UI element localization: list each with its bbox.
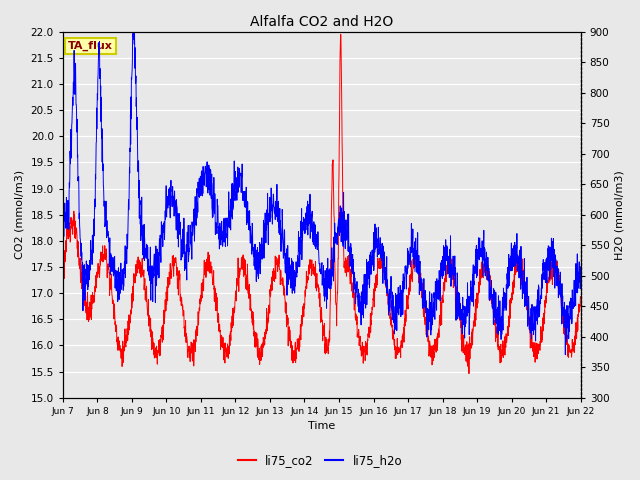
Text: TA_flux: TA_flux xyxy=(68,41,113,51)
Y-axis label: CO2 (mmol/m3): CO2 (mmol/m3) xyxy=(15,170,25,259)
Legend: li75_co2, li75_h2o: li75_co2, li75_h2o xyxy=(233,449,407,472)
Y-axis label: H2O (mmol/m3): H2O (mmol/m3) xyxy=(615,170,625,260)
X-axis label: Time: Time xyxy=(308,421,335,432)
Line: li75_h2o: li75_h2o xyxy=(63,32,580,355)
Line: li75_co2: li75_co2 xyxy=(63,34,580,373)
Title: Alfalfa CO2 and H2O: Alfalfa CO2 and H2O xyxy=(250,15,394,29)
